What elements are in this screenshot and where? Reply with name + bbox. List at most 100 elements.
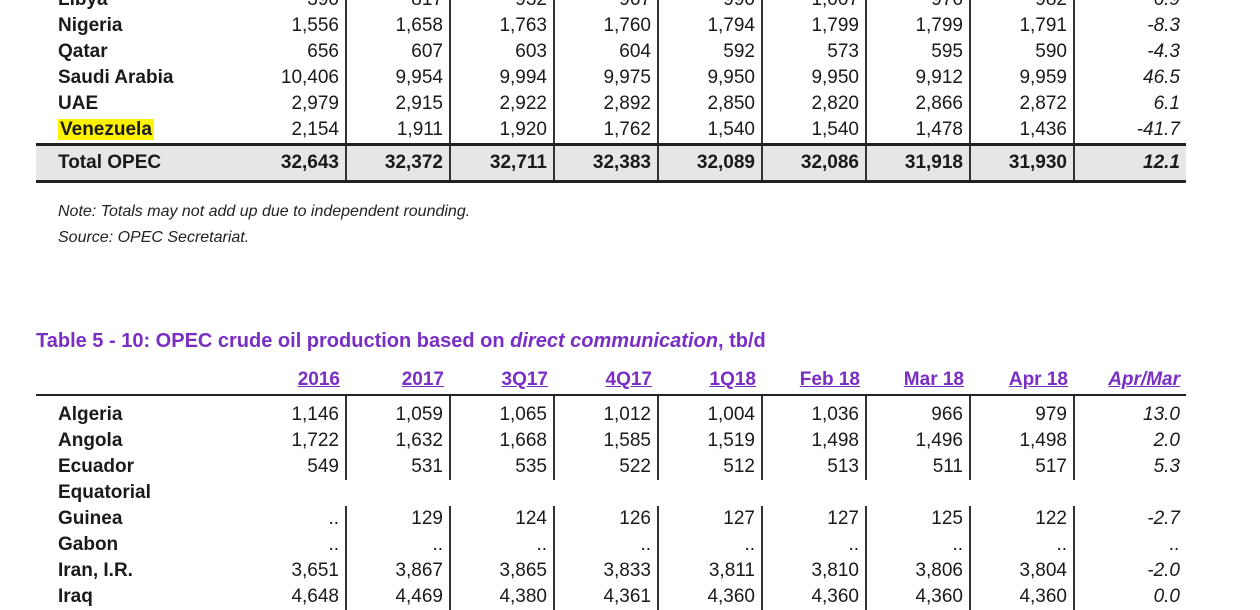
value-cell: 535 — [450, 454, 555, 480]
value-cell: 1,763 — [450, 13, 555, 39]
value-cell: 122 — [970, 506, 1075, 532]
value-cell: 1,794 — [658, 13, 763, 39]
value-cell: 967 — [554, 0, 659, 13]
value-cell: 9,912 — [866, 65, 971, 91]
value-cell: 1,658 — [346, 13, 451, 39]
value-cell: 592 — [658, 39, 763, 65]
country-name: Ecuador — [58, 456, 135, 477]
table-note: Note: Totals may not add up due to indep… — [58, 203, 471, 220]
table-source: Source: OPEC Secretariat. — [58, 229, 250, 246]
country-name: Iraq — [58, 586, 93, 607]
value-cell: 1,556 — [242, 13, 347, 39]
value-cell: 9,950 — [762, 65, 867, 91]
table-row: Saudi Arabia 10,406 9,954 9,994 9,975 9,950 9,… — [36, 65, 1186, 91]
value-cell: 10,406 — [242, 65, 347, 91]
total-change-cell: 12.1 — [1074, 143, 1186, 183]
header-apr-mar: Apr/Mar — [1074, 366, 1186, 396]
value-cell: 1,146 — [242, 395, 347, 428]
change-cell: 6.1 — [1153, 93, 1180, 114]
value-cell: 1,540 — [762, 117, 867, 145]
value-cell: 1,478 — [866, 117, 971, 145]
total-value-cell: 32,086 — [762, 143, 867, 183]
value-cell: 1,059 — [346, 395, 451, 428]
value-cell: 595 — [866, 39, 971, 65]
value-cell: 517 — [970, 454, 1075, 480]
change-cell — [1074, 480, 1186, 506]
change-cell: 46.5 — [1143, 67, 1180, 88]
value-cell: 513 — [762, 454, 867, 480]
value-cell: 3,810 — [762, 558, 867, 584]
value-cell: 1,632 — [346, 428, 451, 454]
value-cell: 982 — [970, 0, 1075, 13]
header-2016: 2016 — [242, 366, 346, 396]
value-cell: 1,760 — [554, 13, 659, 39]
value-cell: 2,866 — [866, 91, 971, 117]
value-cell: 2,154 — [242, 117, 347, 145]
value-cell: 817 — [346, 0, 451, 13]
value-cell: 1,799 — [762, 13, 867, 39]
value-cell: 511 — [866, 454, 971, 480]
value-cell: 4,360 — [866, 584, 971, 610]
country-name: UAE — [58, 93, 99, 114]
total-label: Total OPEC — [36, 143, 242, 183]
value-cell: 1,911 — [346, 117, 451, 145]
value-cell: 1,007 — [762, 0, 867, 13]
country-name: Iran, I.R. — [58, 560, 133, 581]
value-cell: 3,804 — [970, 558, 1075, 584]
country-name: Nigeria — [58, 15, 123, 36]
country-name: Saudi Arabia — [58, 67, 174, 88]
total-value-cell: 32,383 — [554, 143, 659, 183]
value-cell: 656 — [242, 39, 347, 65]
header-1q18: 1Q18 — [658, 366, 762, 396]
value-cell — [554, 480, 658, 506]
value-cell: 1,498 — [762, 428, 867, 454]
value-cell: 9,959 — [970, 65, 1075, 91]
value-cell: 1,065 — [450, 395, 555, 428]
change-cell: 13.0 — [1143, 404, 1180, 425]
value-cell: 522 — [554, 454, 659, 480]
table-row: Gabon.................. — [36, 532, 1186, 558]
value-cell — [970, 480, 1074, 506]
change-cell: -4.3 — [1147, 41, 1180, 62]
value-cell: 3,867 — [346, 558, 451, 584]
value-cell: 2,872 — [970, 91, 1075, 117]
value-cell: 1,722 — [242, 428, 347, 454]
country-name: Angola — [58, 430, 123, 451]
value-cell: 976 — [866, 0, 971, 13]
value-cell: 4,380 — [450, 584, 555, 610]
country-name: Guinea — [58, 508, 123, 529]
value-cell — [242, 480, 346, 506]
value-cell: 1,791 — [970, 13, 1075, 39]
change-cell: 5.3 — [1153, 456, 1180, 477]
value-cell: 1,540 — [658, 117, 763, 145]
table-row: Qatar 656 607 603 604 592 573 595 590 -4.3 — [36, 39, 1186, 65]
value-cell: 1,799 — [866, 13, 971, 39]
value-cell: 3,833 — [554, 558, 659, 584]
value-cell: .. — [762, 532, 867, 558]
change-cell: -2.7 — [1147, 508, 1180, 529]
value-cell: 126 — [554, 506, 659, 532]
value-cell: .. — [970, 532, 1075, 558]
value-cell: 2,915 — [346, 91, 451, 117]
value-cell: 390 — [242, 0, 347, 13]
total-value-cell: 32,643 — [242, 143, 347, 183]
value-cell: .. — [242, 532, 347, 558]
value-cell: 125 — [866, 506, 971, 532]
value-cell: 966 — [866, 395, 971, 428]
value-cell: 127 — [762, 506, 867, 532]
value-cell: 4,360 — [658, 584, 763, 610]
value-cell: 3,806 — [866, 558, 971, 584]
value-cell: 127 — [658, 506, 763, 532]
value-cell: 932 — [450, 0, 555, 13]
change-cell: -8.3 — [1147, 15, 1180, 36]
value-cell: 9,950 — [658, 65, 763, 91]
value-cell: 604 — [554, 39, 659, 65]
value-cell — [346, 480, 450, 506]
value-cell: .. — [554, 532, 659, 558]
table-row: Algeria 1,146 1,059 1,065 1,012 1,004 1,036 966… — [36, 395, 1186, 428]
value-cell: .. — [658, 532, 763, 558]
value-cell: 603 — [450, 39, 555, 65]
table-row: Guinea.. 129 124 126 127 127 125 122 -2.7 — [36, 506, 1186, 532]
change-cell: -2.0 — [1147, 560, 1180, 581]
total-value-cell: 32,372 — [346, 143, 451, 183]
